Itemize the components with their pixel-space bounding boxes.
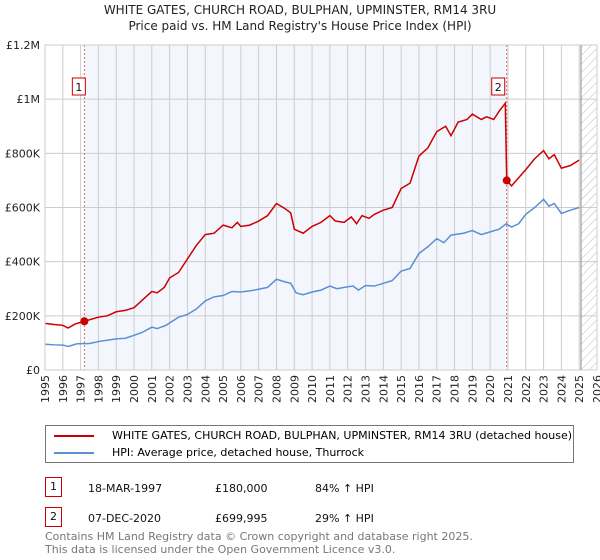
- x-tick-label: 2005: [217, 375, 230, 403]
- sale-label: 1: [75, 81, 82, 94]
- price-chart: 1995 1996 1997 1998 1999 2000 2001 2002 2003 2004…: [5, 39, 600, 403]
- sale-point: [502, 176, 511, 185]
- x-tick-label: 1995: [39, 375, 52, 403]
- legend: WHITE GATES, CHURCH ROAD, BULPHAN, UPMIN…: [45, 425, 574, 463]
- chart-title: WHITE GATES, CHURCH ROAD, BULPHAN, UPMIN…: [103, 3, 497, 17]
- transaction-date: 18-MAR-1997: [88, 482, 163, 495]
- y-tick-label: £200K: [5, 310, 41, 323]
- x-tick-label: 2007: [253, 375, 266, 403]
- x-tick-label: 2022: [520, 375, 533, 403]
- x-tick-label: 2006: [235, 375, 248, 403]
- x-tick-label: 2017: [431, 375, 444, 403]
- legend-property: WHITE GATES, CHURCH ROAD, BULPHAN, UPMIN…: [112, 429, 572, 442]
- x-tick-label: 2026: [591, 375, 600, 403]
- transaction-badge: 1: [45, 477, 62, 497]
- x-tick-label: 2016: [413, 375, 426, 403]
- legend-red-line: [54, 435, 94, 437]
- x-tick-label: 2000: [128, 375, 141, 403]
- x-tick-label: 2010: [306, 375, 319, 403]
- sale-label: 2: [495, 81, 502, 94]
- footer-licence: This data is licensed under the Open Gov…: [45, 543, 396, 556]
- x-tick-label: 2024: [555, 375, 568, 403]
- x-tick-label: 1998: [92, 375, 105, 403]
- x-tick-label: 2003: [181, 375, 194, 403]
- x-tick-label: 2018: [449, 375, 462, 403]
- x-tick-label: 2023: [538, 375, 551, 403]
- y-tick-label: £400K: [5, 256, 41, 269]
- x-tick-label: 1999: [110, 375, 123, 403]
- x-tick-label: 2004: [199, 375, 212, 403]
- x-tick-label: 1996: [57, 375, 70, 403]
- transaction-date: 07-DEC-2020: [88, 512, 162, 525]
- y-tick-label: £800K: [5, 147, 41, 160]
- transaction-price: £699,995: [215, 512, 268, 525]
- y-tick-label: £1.2M: [6, 39, 40, 52]
- x-tick-label: 1997: [75, 375, 88, 403]
- x-tick-label: 2009: [288, 375, 301, 403]
- y-tick-label: £0: [26, 364, 40, 377]
- x-tick-label: 2020: [484, 375, 497, 403]
- x-tick-label: 2011: [324, 375, 337, 403]
- x-tick-label: 2015: [395, 375, 408, 403]
- sale-point: [80, 317, 89, 326]
- x-tick-label: 2001: [146, 375, 159, 403]
- transaction-badge: 2: [45, 507, 62, 527]
- footer-copyright: Contains HM Land Registry data © Crown c…: [45, 530, 473, 543]
- sale-label-box: [71, 77, 86, 96]
- y-tick-label: £600K: [5, 202, 41, 215]
- transaction-price: £180,000: [215, 482, 268, 495]
- x-tick-label: 2008: [270, 375, 283, 403]
- x-tick-label: 2025: [573, 375, 586, 403]
- plot-frame: [44, 44, 598, 371]
- x-tick-label: 2019: [466, 375, 479, 403]
- sale-label-box: [491, 77, 506, 96]
- y-tick-label: £1M: [17, 93, 41, 106]
- x-tick-label: 2014: [377, 375, 390, 403]
- property-price-line: [44, 101, 580, 329]
- chart-subtitle: Price paid vs. HM Land Registry's House …: [128, 19, 472, 33]
- x-tick-label: 2021: [502, 375, 515, 403]
- footer: Contains HM Land Registry data © Crown c…: [45, 530, 473, 556]
- hpi-line: [44, 198, 580, 348]
- transaction-hpi: 84% ↑ HPI: [315, 482, 374, 495]
- x-tick-label: 2013: [360, 375, 373, 403]
- x-tick-label: 2012: [342, 375, 355, 403]
- transaction-hpi: 29% ↑ HPI: [315, 512, 374, 525]
- legend-blue-line: [54, 452, 94, 454]
- legend-hpi: HPI: Average price, detached house, Thur…: [112, 446, 365, 459]
- x-tick-label: 2002: [164, 375, 177, 403]
